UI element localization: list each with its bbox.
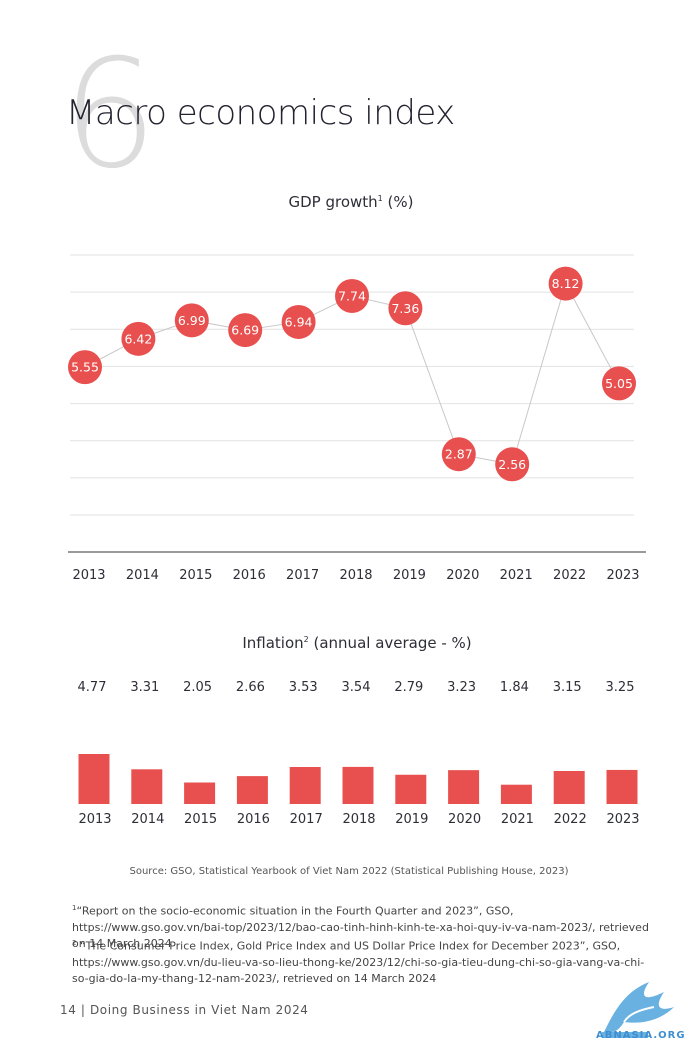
gdp-point [441,437,476,472]
gdp-point [495,447,530,482]
gdp-tick-label: 2021 [500,568,533,583]
inflation-bar [342,766,374,804]
inflation-tick-label: 2018 [342,812,375,827]
gdp-point [388,291,423,326]
inflation-chart-title: Inflation2 (annual average - %) [8,634,698,652]
gdp-tick-label: 2017 [286,568,319,583]
section-number: 6 [62,28,157,202]
inflation-data-label: 3.53 [289,680,318,695]
inflation-data-label: 2.66 [236,680,265,695]
abnasia-logo-icon [602,982,674,1038]
footnote-2-marker: 2 [72,939,77,947]
inflation-bar [236,776,268,804]
inflation-bar [606,769,638,804]
gdp-tick-label: 2020 [446,568,479,583]
inflation-tick-label: 2023 [606,812,639,827]
gdp-tick-label: 2013 [72,568,105,583]
inflation-data-label: 3.31 [130,680,159,695]
inflation-tick-label: 2022 [554,812,587,827]
inflation-data-label: 3.23 [447,680,476,695]
gdp-title-footnote-marker: 1 [377,194,383,203]
inflation-data-label: 3.15 [553,680,582,695]
inflation-bar [131,769,163,804]
footnote-1-text: “Report on the socio-economic situation … [72,904,649,950]
inflation-bar [395,774,427,804]
gdp-point [281,304,316,339]
inflation-title-footnote-marker: 2 [303,635,309,644]
inflation-data-label: 3.54 [342,680,371,695]
gdp-point [121,321,156,356]
gdp-tick-label: 2018 [339,568,372,583]
inflation-tick-label: 2013 [78,812,111,827]
gdp-data-label: 2.56 [498,457,526,472]
gdp-data-label: 6.99 [178,313,206,328]
inflation-data-label: 2.05 [183,680,212,695]
gdp-tick-label: 2015 [179,568,212,583]
page-title: Macro economics index [66,93,455,133]
gdp-point [228,313,263,348]
inflation-tick-label: 2021 [501,812,534,827]
gdp-chart-title: GDP growth1 (%) [2,193,698,211]
gdp-tick-label: 2014 [126,568,159,583]
gdp-data-label: 2.87 [445,447,473,462]
gdp-data-label: 6.42 [124,331,152,346]
inflation-data-label: 4.77 [78,680,107,695]
footnote-1-marker: 1 [72,904,77,912]
inflation-bar [553,770,585,804]
inflation-bar [500,784,532,804]
inflation-tick-label: 2020 [448,812,481,827]
page-footer: 14 | Doing Business in Viet Nam 2024 [60,1003,309,1017]
inflation-chart: 4.77 2013 3.31 2014 2.05 2015 2.66 2016 3.53 2017… [78,680,640,827]
inflation-data-label: 2.79 [394,680,423,695]
inflation-tick-label: 2019 [395,812,428,827]
inflation-data-label: 1.84 [500,680,529,695]
gdp-growth-chart: 5.55 2013 6.42 2014 6.99 2015 6.69 2016 6.94 2017… [68,254,646,583]
gdp-tick-label: 2023 [606,568,639,583]
inflation-tick-label: 2017 [290,812,323,827]
gdp-tick-label: 2022 [553,568,586,583]
chart-source: Source: GSO, Statistical Yearbook of Vie… [129,866,569,877]
inflation-bar [184,782,216,804]
inflation-bar [448,770,480,804]
footnote-2-text: “The Consumer Price Index, Gold Price In… [72,939,645,985]
footnote-2: 2 “The Consumer Price Index, Gold Price … [72,935,652,987]
footnote-1: 1“Report on the socio-economic situation… [72,900,652,952]
gdp-data-label: 6.94 [285,314,313,329]
inflation-bar [78,754,110,804]
gdp-data-label: 6.69 [231,323,259,338]
gdp-point [602,366,636,401]
gdp-tick-label: 2016 [233,568,266,583]
gdp-tick-label: 2019 [393,568,426,583]
inflation-tick-label: 2015 [184,812,217,827]
gdp-data-label: 5.55 [71,360,99,375]
gdp-point [68,350,102,385]
inflation-title-text: Inflation [242,634,304,652]
gdp-title-text: GDP growth [288,193,378,211]
inflation-tick-label: 2016 [237,812,270,827]
gdp-data-label: 8.12 [552,276,580,291]
gdp-point [335,278,369,313]
watermark-text: ABNASIA.ORG [596,1030,686,1041]
inflation-title-unit: (annual average - %) [308,634,472,652]
gdp-point [548,266,583,301]
inflation-bar [289,766,321,804]
gdp-title-unit: (%) [382,193,414,211]
gdp-data-label: 7.36 [391,301,419,316]
inflation-data-label: 3.25 [606,680,635,695]
gdp-data-label: 5.05 [605,376,633,391]
inflation-tick-label: 2014 [131,812,164,827]
gdp-point [174,303,209,338]
gdp-data-label: 7.74 [338,288,366,303]
